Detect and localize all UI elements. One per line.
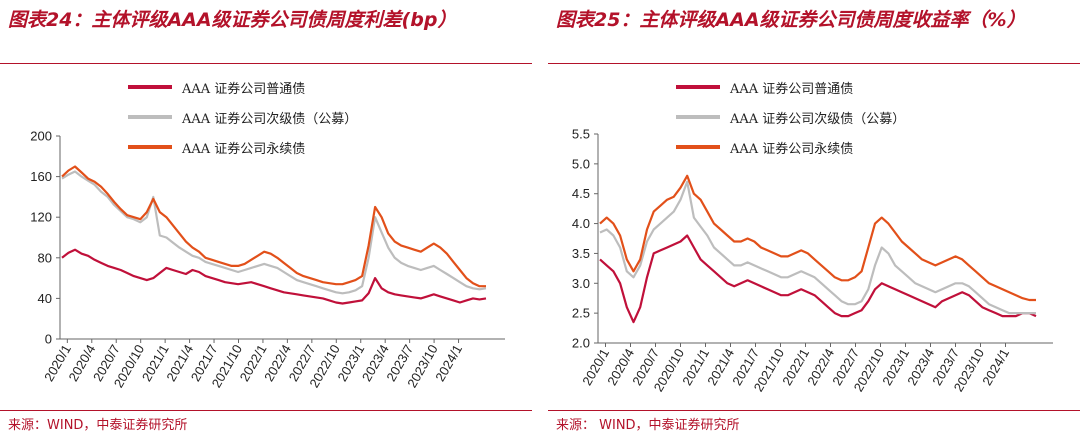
y-tick-label: 80 — [38, 250, 52, 265]
title-divider — [0, 63, 532, 64]
y-tick-label: 40 — [38, 291, 52, 306]
series-line-3 — [599, 174, 1036, 302]
chart-title: 图表25：主体评级AAA级证券公司债周度收益率（%） — [556, 9, 1026, 31]
source-divider — [548, 410, 1080, 411]
y-tick-label: 5.0 — [572, 156, 590, 171]
legend-label: AAA 证券公司次级债（公募） — [730, 111, 906, 127]
legend-item-ordinary: AAA 证券公司普通债 — [676, 78, 854, 97]
y-tick-label: 2.0 — [572, 336, 590, 351]
series-line-2 — [61, 170, 487, 295]
legend-label: AAA 证券公司普通债 — [730, 81, 854, 97]
legend-item-perpetual: AAA 证券公司永续债 — [128, 138, 306, 157]
y-tick-label: 5.5 — [572, 127, 590, 142]
legend-swatch — [676, 115, 720, 119]
left-chart-panel: 图表24：主体评级AAA级证券公司债周度利差(bp） 0 40 80 120 160 20… — [0, 0, 532, 435]
right-chart-panel: 图表25：主体评级AAA级证券公司债周度收益率（%） 2.0 2.5 3.0 3.5 4… — [548, 0, 1080, 435]
y-tick-label: 4.5 — [572, 186, 590, 201]
y-tick-label: 3.0 — [572, 276, 590, 291]
legend-label: AAA 证券公司永续债 — [182, 141, 306, 157]
legend-item-ordinary: AAA 证券公司普通债 — [128, 78, 306, 97]
chart-title: 图表24：主体评级AAA级证券公司债周度利差(bp） — [8, 9, 457, 31]
y-tick-label: 4.0 — [572, 216, 590, 231]
y-tick-label: 160 — [30, 169, 52, 184]
series-line-1 — [61, 248, 487, 305]
y-tick-label: 3.5 — [572, 246, 590, 261]
yield-chart: 2.02.53.03.54.04.55.05.52020/12020/42020… — [572, 127, 1053, 394]
spread-chart: 040801201602002020/12020/42020/72020/102… — [30, 129, 505, 390]
legend-item-perpetual: AAA 证券公司永续债 — [676, 138, 854, 157]
legend-label: AAA 证券公司永续债 — [730, 141, 854, 157]
legend-item-subordinated: AAA 证券公司次级债（公募） — [128, 108, 358, 127]
legend-label: AAA 证券公司次级债（公募） — [182, 111, 358, 127]
title-divider — [548, 63, 1080, 64]
series-line-1 — [599, 234, 1037, 324]
source-note: 来源：WIND，中泰证券研究所 — [8, 418, 188, 433]
y-tick-label: 200 — [30, 129, 52, 144]
legend-swatch — [128, 115, 172, 119]
y-tick-label: 120 — [30, 210, 52, 225]
legend-swatch — [128, 145, 172, 149]
y-tick-label: 0 — [45, 332, 52, 347]
y-tick-label: 2.5 — [572, 306, 590, 321]
legend-item-subordinated: AAA 证券公司次级债（公募） — [676, 108, 906, 127]
legend-swatch — [676, 85, 720, 89]
series-line-2 — [599, 180, 1036, 315]
source-divider — [0, 410, 532, 411]
legend-label: AAA 证券公司普通债 — [182, 81, 306, 97]
legend-swatch — [676, 145, 720, 149]
source-note: 来源： WIND，中泰证券研究所 — [556, 418, 740, 433]
series-line-3 — [61, 165, 486, 288]
legend-swatch — [128, 85, 172, 89]
